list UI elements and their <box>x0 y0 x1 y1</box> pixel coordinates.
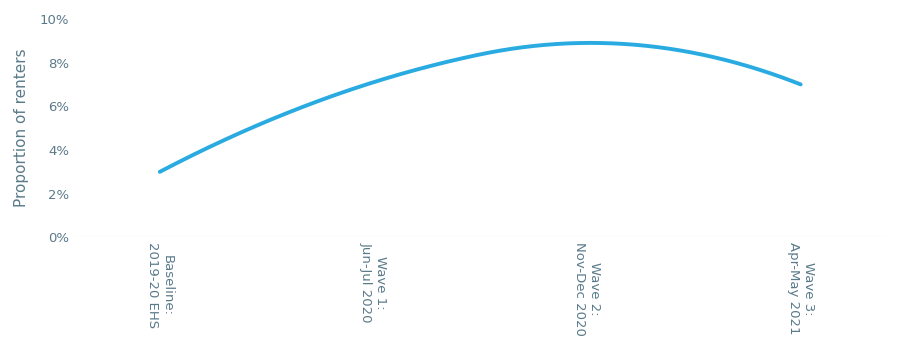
Y-axis label: Proportion of renters: Proportion of renters <box>14 49 29 208</box>
